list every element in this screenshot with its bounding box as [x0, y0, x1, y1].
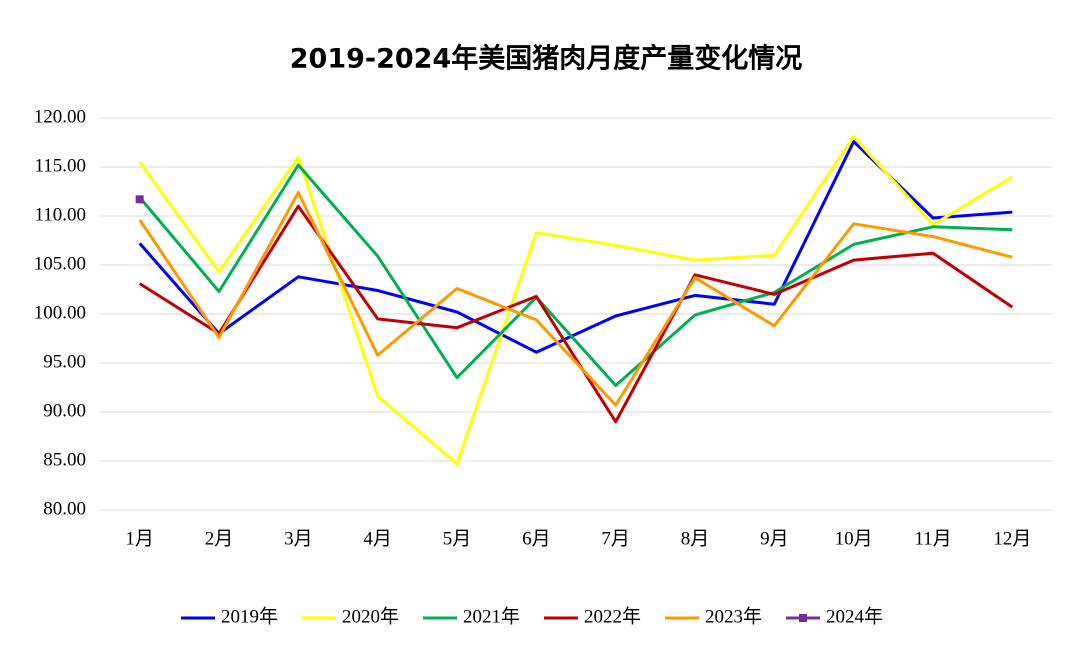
legend-label: 2021年: [463, 605, 520, 627]
y-tick-label: 80.00: [43, 498, 86, 519]
y-tick-label: 120.00: [34, 106, 86, 127]
x-tick-label: 12月: [993, 528, 1031, 549]
x-tick-label: 2月: [205, 528, 234, 549]
y-tick-label: 85.00: [43, 449, 86, 470]
series-line: [138, 204, 1014, 424]
legend-label: 2024年: [826, 605, 883, 627]
x-tick-label: 4月: [363, 528, 392, 549]
x-tick-label: 11月: [914, 528, 951, 549]
x-tick-label: 9月: [760, 528, 789, 549]
x-tick-label: 7月: [601, 528, 630, 549]
series-line: [138, 191, 1013, 407]
legend-marker: [799, 614, 807, 622]
y-tick-label: 95.00: [43, 351, 86, 372]
x-tick-label: 6月: [522, 528, 551, 549]
x-tick-label: 3月: [284, 528, 313, 549]
x-tick-label: 8月: [681, 528, 710, 549]
legend-label: 2023年: [705, 605, 762, 627]
y-tick-label: 90.00: [43, 400, 86, 421]
x-tick-label: 1月: [125, 528, 154, 549]
y-tick-label: 100.00: [34, 302, 86, 323]
y-tick-label: 105.00: [34, 253, 86, 274]
chart-title: 2019-2024年美国猪肉月度产量变化情况: [290, 43, 803, 75]
series-line: [138, 163, 1013, 387]
legend-label: 2019年: [221, 605, 278, 627]
legend-label: 2020年: [342, 605, 399, 627]
point-marker: [135, 195, 144, 204]
x-tick-label: 5月: [443, 528, 472, 549]
series-line: [138, 140, 1013, 354]
y-tick-label: 110.00: [34, 204, 86, 225]
legend-label: 2022年: [584, 605, 641, 627]
series-line: [138, 135, 1014, 466]
y-tick-label: 115.00: [34, 155, 86, 176]
x-tick-label: 10月: [835, 528, 873, 549]
